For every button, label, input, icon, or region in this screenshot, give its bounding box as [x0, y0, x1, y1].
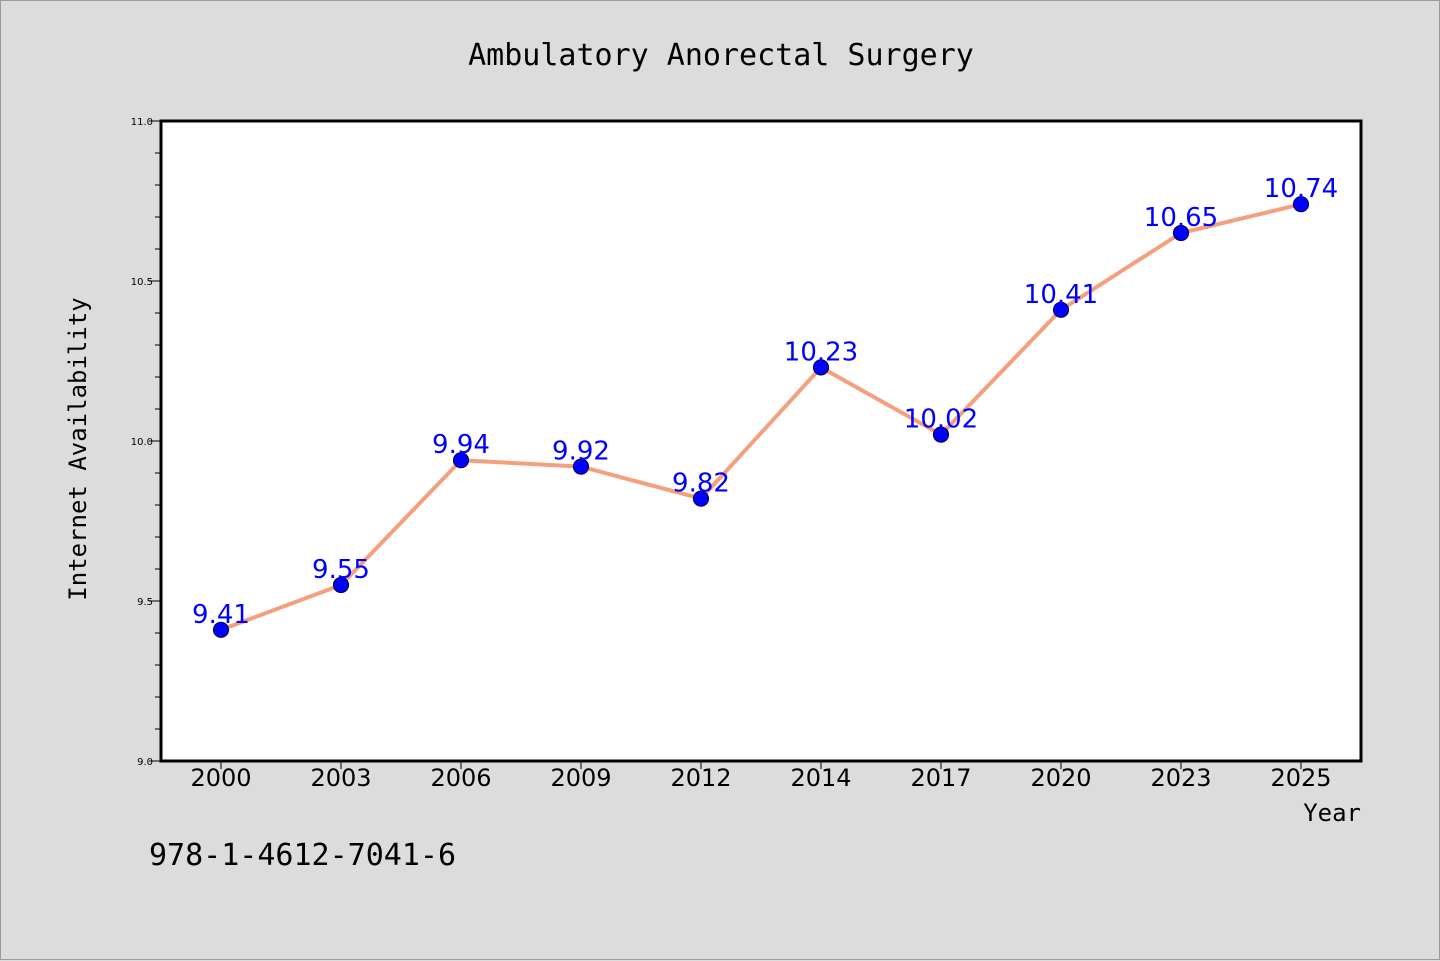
x-axis: 2000 2003 2006 2009 2012 2014 2017 2020 2023 2025 — [190, 761, 1332, 792]
data-label: 10.65 — [1144, 203, 1218, 233]
x-tick-label: 2020 — [1030, 764, 1091, 792]
chart-title: Ambulatory Anorectal Surgery — [468, 38, 974, 73]
x-tick-label: 2017 — [910, 764, 971, 792]
data-point — [332, 576, 350, 594]
data-point — [452, 452, 470, 469]
data-label: 9.55 — [312, 555, 370, 585]
x-axis-label: Year — [1303, 799, 1361, 827]
plot-area — [159, 119, 1363, 763]
data-label: 9.94 — [432, 430, 490, 460]
y-axis: 9.0 9.5 10.0 10.5 11.0 — [131, 117, 161, 768]
data-point — [572, 458, 590, 475]
data-series: 9.41 9.55 9.94 9.92 9.82 10.23 10.02 10.41 10.65… — [192, 174, 1338, 638]
data-point — [812, 359, 830, 376]
data-point — [1172, 224, 1190, 242]
series-line — [219, 202, 1303, 632]
footer-code: 978-1-4612-7041-6 — [149, 838, 456, 873]
y-axis-label: Internet Availability — [64, 297, 92, 600]
x-tick-label: 2025 — [1270, 764, 1331, 792]
x-tick-label: 2003 — [310, 764, 371, 792]
x-tick-label: 2014 — [790, 764, 851, 792]
x-tick-label: 2006 — [430, 764, 491, 792]
y-tick-label: 10.0 — [131, 437, 153, 448]
x-tick-label: 2023 — [1150, 764, 1211, 792]
data-point — [1292, 196, 1310, 213]
data-label: 10.23 — [784, 337, 858, 367]
data-label: 10.41 — [1024, 280, 1098, 310]
data-label: 10.02 — [904, 405, 978, 435]
data-point — [212, 621, 230, 638]
x-tick-label: 2012 — [670, 764, 731, 792]
y-tick-label: 9.5 — [137, 597, 153, 608]
data-label: 10.74 — [1264, 174, 1338, 204]
y-tick-label: 10.5 — [131, 277, 153, 288]
y-tick-label: 11.0 — [131, 117, 153, 128]
data-label: 9.82 — [672, 469, 730, 499]
x-tick-label: 2009 — [550, 764, 611, 792]
data-label: 9.92 — [552, 437, 610, 467]
data-point — [1052, 301, 1070, 318]
data-point — [692, 490, 710, 507]
y-tick-label: 9.0 — [137, 757, 153, 768]
x-tick-label: 2000 — [190, 764, 251, 792]
data-label: 9.41 — [192, 600, 250, 630]
data-point — [932, 426, 950, 443]
